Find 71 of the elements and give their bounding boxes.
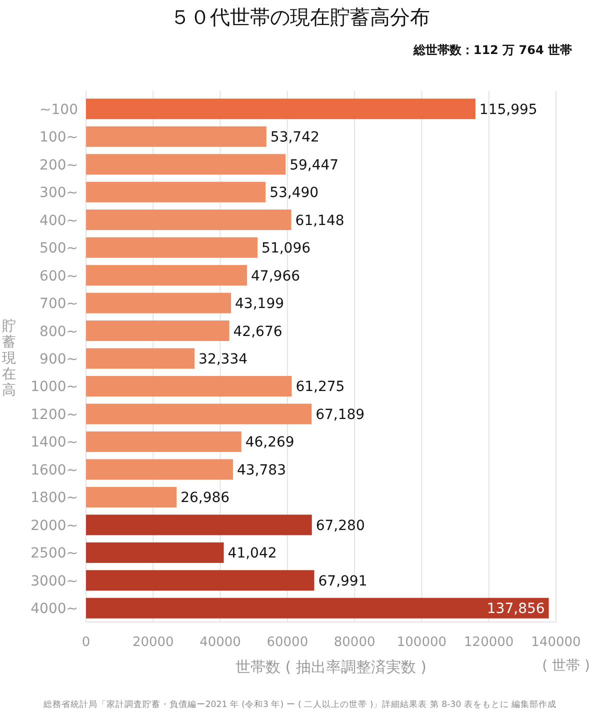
data-label: 46,269 [245, 434, 294, 451]
bar [86, 459, 233, 480]
bar [86, 348, 195, 369]
y-tick-label: 1400~ [30, 434, 78, 451]
y-tick-label: 1600~ [30, 462, 78, 478]
bar [86, 126, 266, 147]
y-tick-label: 700~ [40, 296, 78, 312]
x-tick-label: 140000 [531, 635, 581, 650]
y-tick-label: 300~ [40, 185, 78, 202]
data-label: 137,856 [486, 601, 545, 618]
text: 総世帯数：112 万 764 世帯 [412, 43, 572, 57]
y-tick-label: 3000~ [30, 573, 78, 590]
bar [86, 292, 232, 314]
text: ( 世帯 ) [542, 658, 590, 674]
data-label: 32,334 [198, 352, 248, 368]
x-tick-label: 100000 [396, 635, 447, 650]
data-label: 115,995 [479, 102, 538, 118]
x-tick-label: 0 [82, 635, 90, 650]
text: 総務省統計局「家計調査貯蓄・負債編ー2021 年 (令和3 年) ー ( 二人以上の世帯 )」詳細結果表 第 8-30 表をもとに 編集部作成 [42, 699, 557, 710]
y-tick-label: 800~ [40, 324, 78, 340]
x-tick-label: 120000 [464, 635, 514, 650]
bar [86, 431, 242, 452]
y-tick-label: ~100 [40, 102, 78, 118]
y-axis-title: 貯蓄現在高 [2, 318, 16, 398]
y-tick-label: 1000~ [30, 379, 78, 396]
bar [86, 514, 312, 536]
y-tick-label: 200~ [40, 157, 78, 174]
data-label: 53,742 [270, 130, 320, 146]
y-tick-label: 2000~ [30, 518, 78, 534]
bar [86, 486, 177, 508]
y-tick-label: 2500~ [30, 546, 78, 562]
data-label: 67,991 [318, 573, 368, 590]
bar [86, 598, 549, 618]
x-tick-label: 20000 [132, 635, 174, 650]
data-label: 26,986 [180, 490, 230, 506]
chart-title: ５０代世帯の現在貯蓄高分布 [170, 5, 430, 29]
data-label: 41,042 [228, 546, 277, 562]
bar [86, 265, 248, 286]
data-label: 67,189 [316, 406, 365, 423]
x-axis-title: 世帯数 ( 抽出率調整済実数 ) [235, 658, 427, 676]
bar [86, 154, 286, 175]
y-tick-label: 100~ [40, 130, 78, 146]
bar [86, 182, 266, 202]
x-tick-label: 40000 [200, 635, 241, 650]
bar [86, 570, 314, 591]
data-label: 59,447 [290, 157, 339, 174]
y-tick-label: 500~ [40, 240, 78, 257]
bar [86, 542, 224, 563]
y-tick-label: 1200~ [30, 406, 78, 423]
data-label: 61,275 [296, 379, 345, 396]
bar [86, 320, 230, 342]
data-label: 43,783 [236, 462, 286, 478]
bar [86, 404, 312, 424]
y-tick-label: 1800~ [30, 490, 78, 506]
x-tick-label: 80000 [334, 635, 376, 650]
bar [86, 210, 292, 230]
y-tick-label: 900~ [40, 352, 78, 368]
data-label: 51,096 [262, 240, 311, 257]
data-label: 47,966 [251, 268, 300, 284]
x-tick-label: 60000 [266, 635, 308, 650]
data-label: 67,280 [316, 518, 365, 534]
bar [86, 237, 258, 258]
data-label: 42,676 [233, 324, 282, 340]
y-tick-label: 600~ [40, 268, 78, 284]
y-tick-label: 400~ [40, 212, 78, 229]
bar [86, 98, 476, 120]
y-tick-label: 4000~ [30, 601, 78, 618]
data-label: 61,148 [295, 212, 344, 229]
data-label: 43,199 [235, 296, 284, 312]
bar [86, 376, 292, 396]
data-label: 53,490 [270, 185, 319, 202]
